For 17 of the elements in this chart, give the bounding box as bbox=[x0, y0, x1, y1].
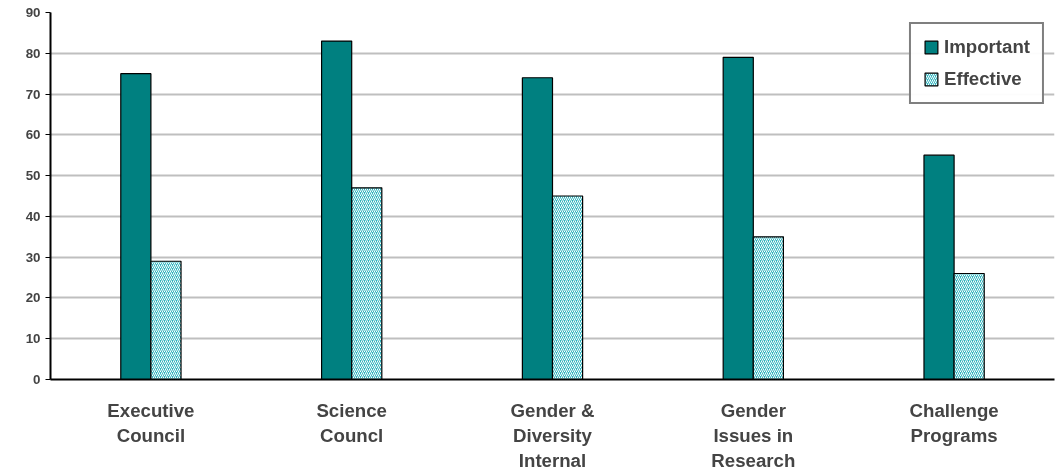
y-tick-label: 10 bbox=[25, 331, 41, 347]
legend-label: Important bbox=[943, 36, 1030, 58]
x-tick-label: Gender & Diversity Internal bbox=[510, 399, 595, 471]
y-tick-label: 50 bbox=[25, 168, 41, 184]
y-tick-label: 70 bbox=[25, 86, 41, 102]
y-tick-label: 0 bbox=[33, 372, 41, 387]
y-tick-label: 90 bbox=[25, 5, 41, 20]
legend-label: Effective bbox=[943, 68, 1022, 90]
x-tick-label: Science Councl bbox=[316, 399, 387, 446]
y-tick-label: 40 bbox=[25, 208, 41, 224]
x-tick-label: Gender Issues in Research bbox=[711, 399, 796, 471]
y-tick-label: 30 bbox=[25, 249, 41, 265]
y-tick-label: 60 bbox=[25, 127, 41, 143]
y-tick-label: 80 bbox=[25, 45, 41, 61]
x-tick-label: Executive Council bbox=[107, 399, 195, 446]
x-tick-label: Challenge Programs bbox=[909, 399, 999, 446]
y-tick-label: 20 bbox=[25, 290, 41, 306]
